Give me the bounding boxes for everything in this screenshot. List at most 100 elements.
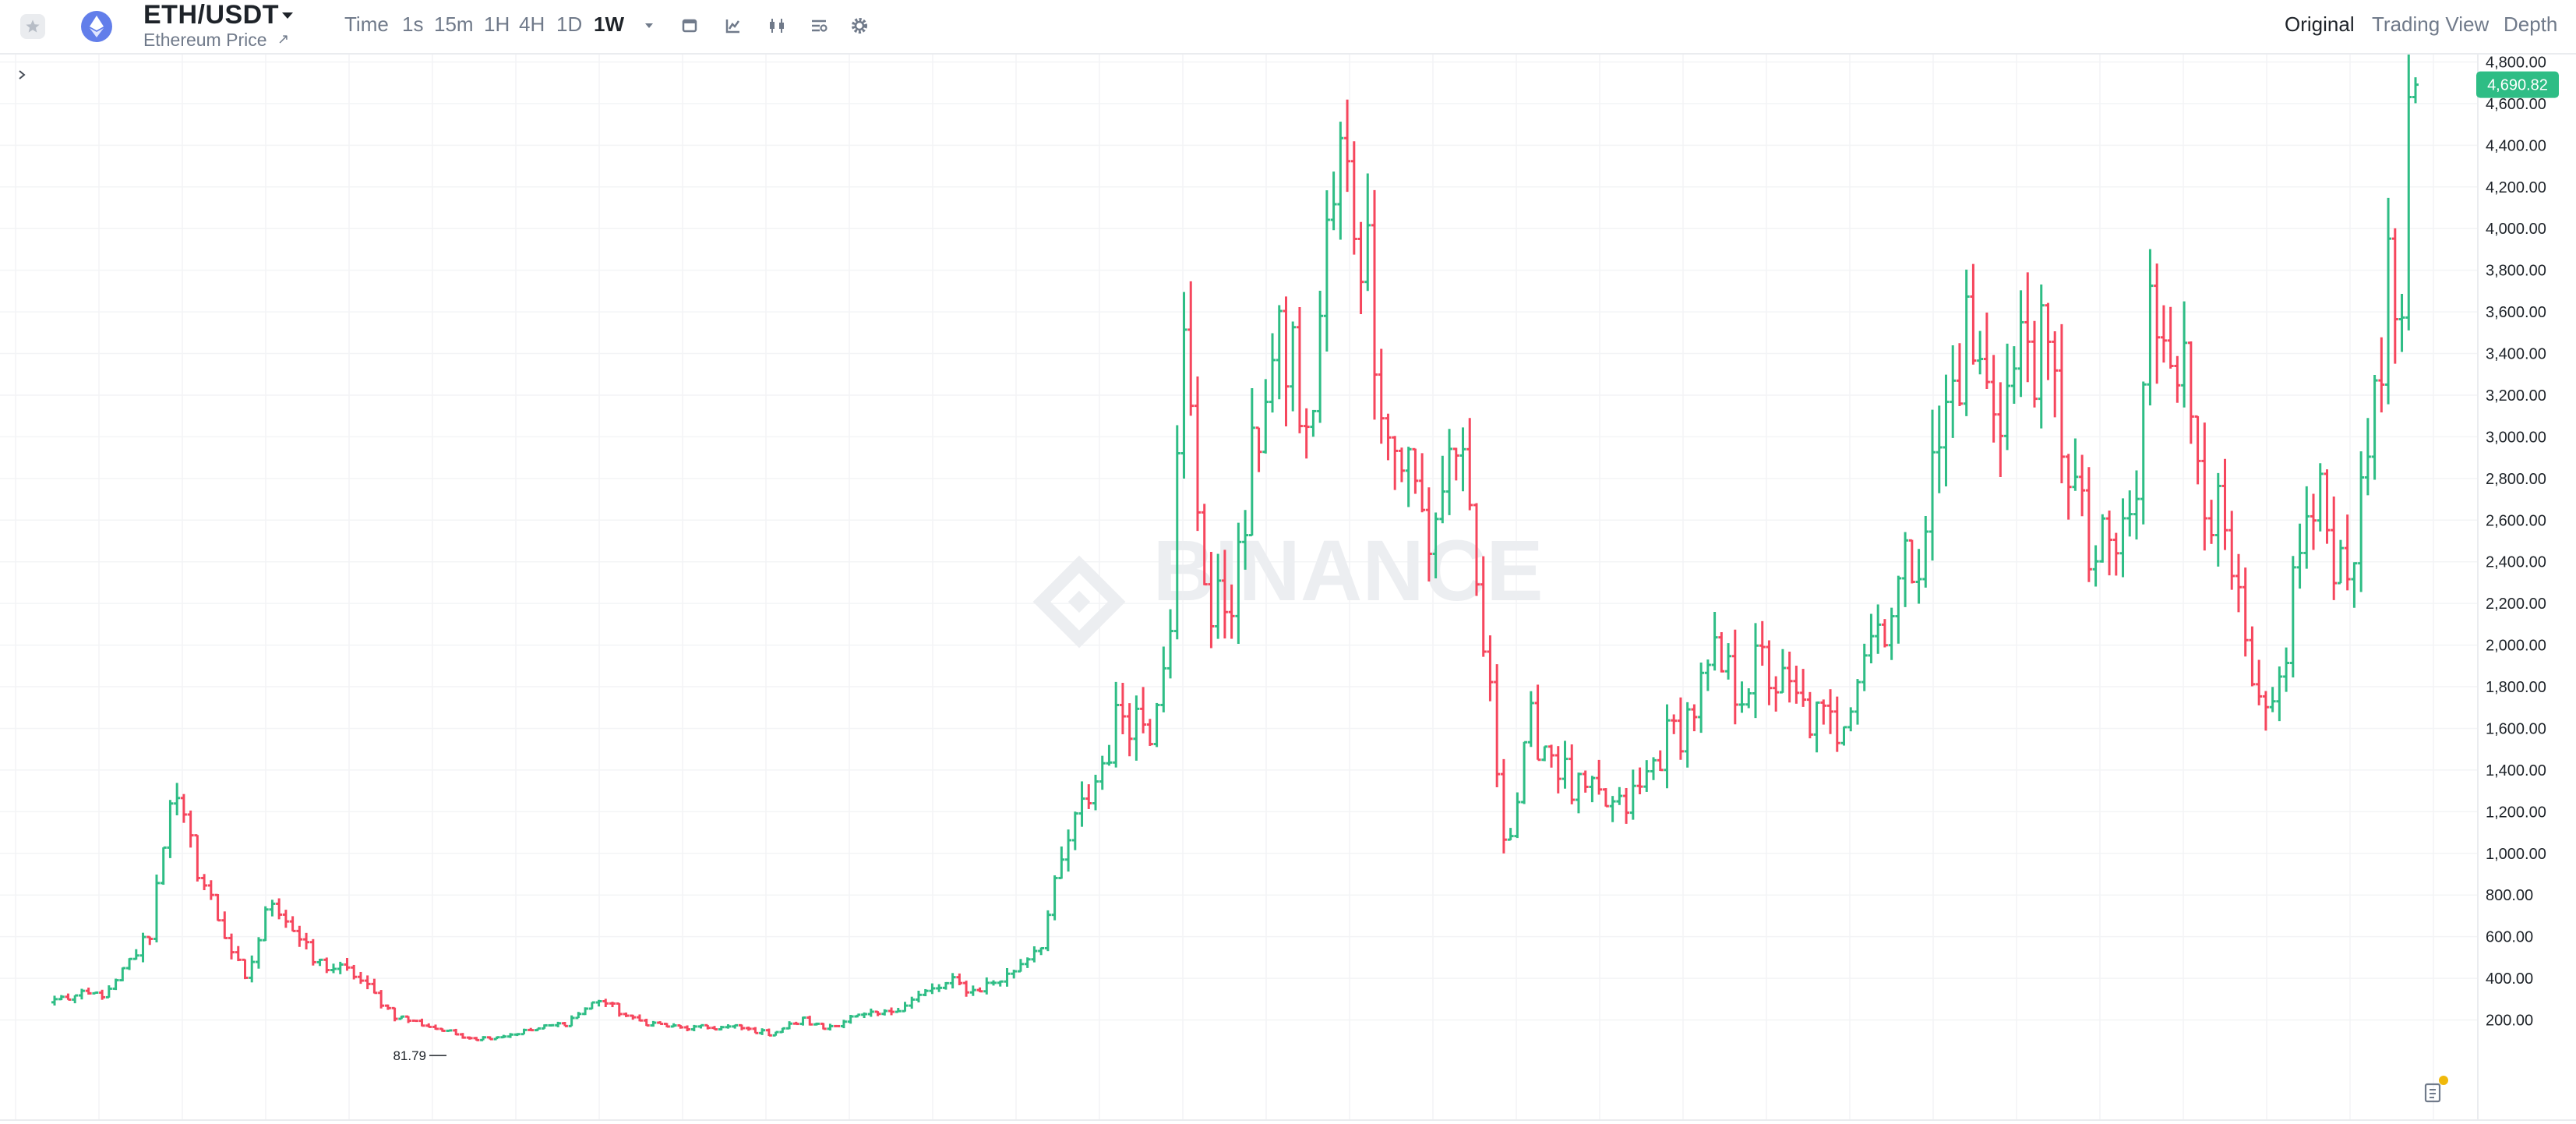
ohlc-bar — [1337, 122, 1344, 240]
favorite-star-icon[interactable] — [20, 14, 45, 39]
timeframe-more-dropdown-icon[interactable] — [637, 14, 661, 37]
ohlc-bar — [806, 1016, 813, 1026]
y-tick-label: 4,400.00 — [2486, 137, 2546, 154]
ohlc-bar — [548, 1023, 555, 1027]
ohlc-bar — [2181, 301, 2188, 408]
timeframe-1d[interactable]: 1D — [556, 12, 583, 36]
ohlc-bar — [929, 983, 936, 995]
ohlc-bar — [1011, 970, 1018, 979]
ohlc-bar — [643, 1018, 650, 1027]
ohlc-bar — [1881, 619, 1888, 648]
ohlc-bar — [296, 925, 303, 947]
ohlc-bar — [180, 794, 187, 823]
ohlc-bar — [1044, 910, 1051, 952]
ohlc-bar — [1085, 784, 1092, 809]
ohlc-bar — [146, 935, 154, 946]
ohlc-bar — [167, 800, 174, 858]
ohlc-bar — [2119, 498, 2126, 578]
ohlc-bar — [2133, 470, 2140, 540]
ohlc-bar — [1350, 141, 1357, 255]
notification-dot — [2439, 1076, 2448, 1085]
ohlc-bar — [2058, 323, 2065, 483]
pair-dropdown-icon[interactable] — [281, 8, 295, 26]
y-tick-label: 3,600.00 — [2486, 304, 2546, 321]
price-chart[interactable]: BINANCE 200.00400.00600.00800.001,000.00… — [0, 55, 2576, 1119]
ohlc-bar — [119, 967, 126, 982]
ohlc-bar — [2160, 305, 2167, 363]
view-depth[interactable]: Depth — [2504, 12, 2558, 36]
external-link-icon[interactable]: ↗ — [277, 31, 290, 47]
y-tick-label: 2,600.00 — [2486, 512, 2546, 529]
ohlc-bar — [65, 993, 72, 1001]
ohlc-bar — [425, 1023, 432, 1028]
timeframe-15m[interactable]: 15m — [434, 12, 474, 36]
ohlc-bar — [1915, 549, 1922, 604]
ohlc-bar — [609, 1002, 616, 1008]
ohlc-bar — [1766, 640, 1773, 705]
ohlc-bar — [2344, 514, 2351, 591]
ohlc-bar — [1283, 296, 1290, 427]
ohlc-bar — [2208, 500, 2215, 544]
ohlc-bar — [786, 1021, 793, 1030]
ohlc-bar — [1180, 292, 1187, 479]
ohlc-bar — [1738, 681, 1745, 713]
ohlc-bar — [1405, 447, 1412, 507]
ohlc-bar — [1071, 811, 1078, 850]
timeframe-time[interactable]: Time — [344, 12, 389, 36]
ohlc-bar — [1317, 290, 1324, 423]
view-original[interactable]: Original — [2285, 12, 2355, 36]
indicator-icon[interactable] — [722, 14, 745, 37]
calendar-icon[interactable] — [678, 14, 701, 37]
settings-icon[interactable] — [848, 14, 871, 37]
timeframe-1w[interactable]: 1W — [594, 12, 624, 36]
ohlc-bar — [1119, 683, 1126, 735]
ohlc-bar — [1684, 702, 1691, 768]
ohlc-bar — [1425, 487, 1432, 582]
ohlc-bar — [174, 783, 181, 815]
ohlc-bar — [1480, 556, 1487, 657]
ohlc-bar — [289, 916, 296, 932]
ohlc-bar — [513, 1033, 520, 1037]
ohlc-bar — [630, 1014, 637, 1020]
ohlc-bar — [1296, 306, 1303, 433]
ohlc-bar — [1990, 355, 1997, 443]
ohlc-bar — [1500, 758, 1507, 854]
ohlc-bar — [2242, 567, 2249, 657]
ohlc-bar — [738, 1023, 745, 1030]
ohlc-bar — [473, 1037, 480, 1041]
ohlc-bar — [867, 1008, 874, 1017]
y-tick-label: 800.00 — [2486, 887, 2533, 904]
ohlc-bar — [1650, 757, 1657, 780]
ohlc-bar — [1861, 643, 1868, 691]
ohlc-bar — [752, 1027, 759, 1034]
timeframe-1s[interactable]: 1s — [402, 12, 424, 36]
ohlc-bar — [1153, 702, 1160, 748]
ohlc-bar — [1310, 409, 1317, 437]
layout-icon[interactable] — [807, 14, 831, 37]
ohlc-bar — [1575, 772, 1582, 814]
pair-title[interactable]: ETH/USDT — [143, 0, 279, 30]
ohlc-bar — [650, 1020, 657, 1027]
ohlc-bar — [1058, 846, 1065, 879]
ohlc-bar — [1922, 515, 1929, 588]
ohlc-bar — [282, 910, 289, 928]
candle-type-icon[interactable] — [765, 14, 789, 37]
timeframe-4h[interactable]: 4H — [519, 12, 545, 36]
pair-subtitle-link[interactable]: Ethereum Price — [143, 30, 267, 50]
ohlc-bar — [942, 981, 949, 990]
ohlc-bar — [378, 990, 385, 1009]
ohlc-bar — [895, 1008, 902, 1013]
ohlc-bar — [1664, 704, 1671, 789]
price-axis: 200.00 400.00 600.00 800.00 1,000.00 1,200.00… — [2486, 55, 2546, 1030]
ohlc-bar — [1671, 714, 1678, 734]
timeframe-1h[interactable]: 1H — [484, 12, 510, 36]
ohlc-bar — [459, 1033, 466, 1039]
view-trading-view[interactable]: Trading View — [2372, 12, 2490, 36]
ohlc-bar — [364, 975, 371, 990]
ohlc-bar — [657, 1021, 664, 1026]
ohlc-bar — [466, 1036, 473, 1040]
ohlc-bar — [1691, 704, 1698, 732]
ohlc-bar — [1038, 946, 1045, 956]
ohlc-bar — [1534, 684, 1541, 762]
